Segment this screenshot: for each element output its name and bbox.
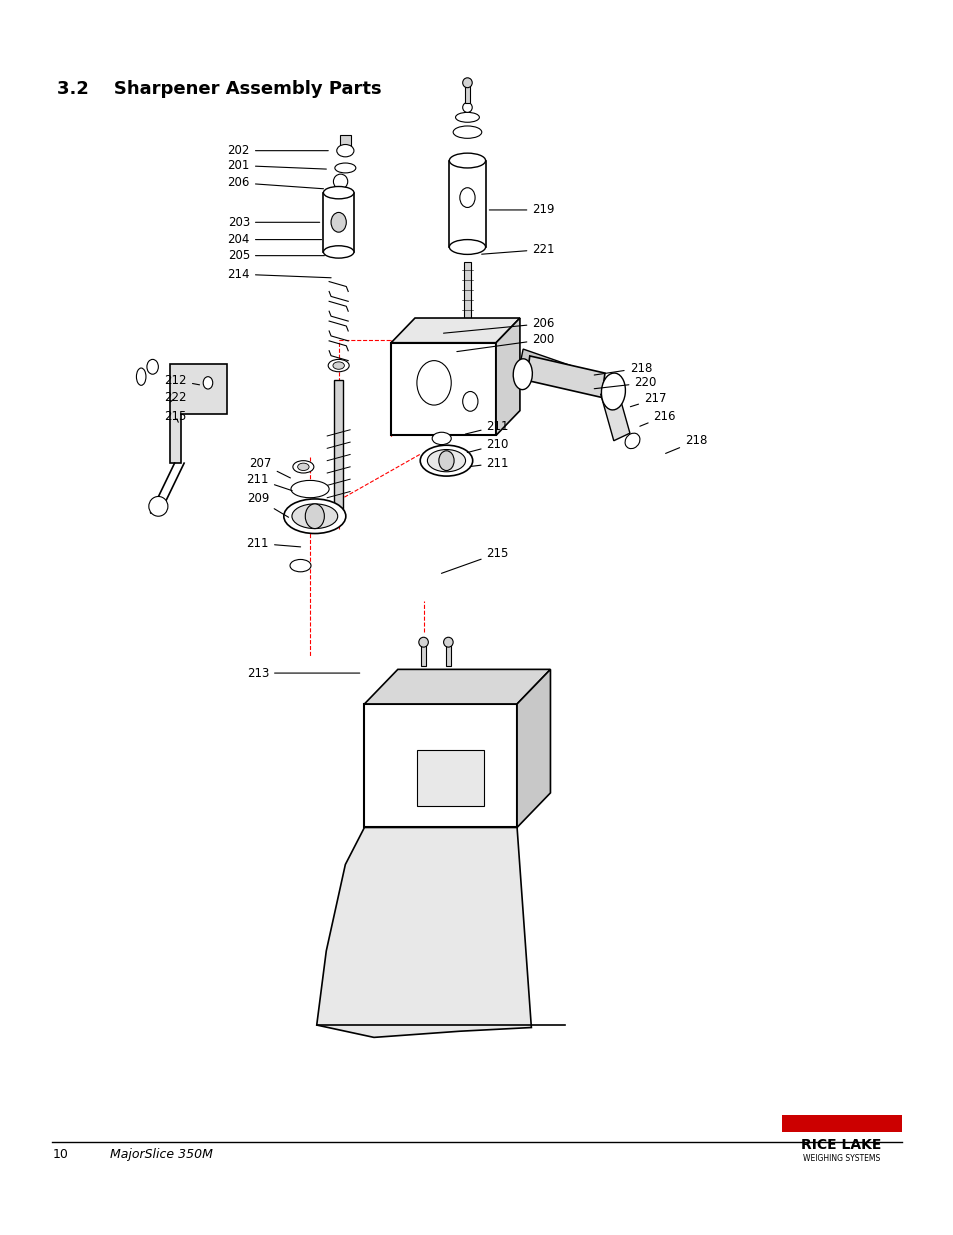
Text: 212: 212 xyxy=(164,374,199,387)
Text: 206: 206 xyxy=(228,177,323,189)
Text: MajorSlice 350M: MajorSlice 350M xyxy=(110,1149,213,1161)
Ellipse shape xyxy=(323,186,354,199)
Bar xyxy=(416,751,483,806)
Text: 219: 219 xyxy=(489,204,555,216)
Text: 200: 200 xyxy=(456,333,554,352)
Bar xyxy=(445,643,451,666)
Text: RICE LAKE: RICE LAKE xyxy=(801,1137,881,1152)
Text: 10: 10 xyxy=(52,1149,69,1161)
Bar xyxy=(464,83,470,103)
Ellipse shape xyxy=(292,504,337,529)
Bar xyxy=(518,350,574,384)
Circle shape xyxy=(459,188,475,207)
Ellipse shape xyxy=(149,496,168,516)
Circle shape xyxy=(438,451,454,471)
Ellipse shape xyxy=(624,433,639,448)
Bar xyxy=(463,262,471,379)
Ellipse shape xyxy=(323,246,354,258)
Ellipse shape xyxy=(284,499,345,534)
Text: 203: 203 xyxy=(228,216,319,228)
Bar xyxy=(420,643,426,666)
Text: WEIGHING SYSTEMS: WEIGHING SYSTEMS xyxy=(802,1153,879,1163)
Text: 214: 214 xyxy=(227,268,331,280)
Ellipse shape xyxy=(462,78,472,88)
Text: 3.2    Sharpener Assembly Parts: 3.2 Sharpener Assembly Parts xyxy=(57,80,381,99)
Circle shape xyxy=(416,361,451,405)
Text: 222: 222 xyxy=(164,391,187,404)
Ellipse shape xyxy=(462,103,472,112)
Ellipse shape xyxy=(291,480,329,498)
Text: 201: 201 xyxy=(228,159,326,172)
Text: 215: 215 xyxy=(441,547,508,573)
Text: 211: 211 xyxy=(470,457,509,469)
Text: 206: 206 xyxy=(443,317,554,333)
Ellipse shape xyxy=(335,163,355,173)
Bar xyxy=(600,387,629,441)
Bar xyxy=(364,704,517,827)
Ellipse shape xyxy=(432,432,451,445)
Bar xyxy=(526,356,604,398)
Circle shape xyxy=(331,212,346,232)
Circle shape xyxy=(462,391,477,411)
Circle shape xyxy=(203,377,213,389)
Polygon shape xyxy=(517,669,550,827)
Polygon shape xyxy=(496,317,519,435)
Text: 202: 202 xyxy=(228,144,328,157)
Bar xyxy=(334,380,343,516)
Bar xyxy=(323,193,354,252)
Ellipse shape xyxy=(443,637,453,647)
Ellipse shape xyxy=(449,153,485,168)
Text: 207: 207 xyxy=(250,457,290,478)
Text: 217: 217 xyxy=(630,393,666,406)
Ellipse shape xyxy=(290,559,311,572)
Text: 204: 204 xyxy=(228,233,321,246)
Text: 220: 220 xyxy=(594,377,656,389)
Polygon shape xyxy=(316,827,531,1037)
Bar xyxy=(339,135,351,147)
Ellipse shape xyxy=(455,112,478,122)
Ellipse shape xyxy=(328,359,349,372)
Bar xyxy=(391,342,496,435)
Circle shape xyxy=(147,359,158,374)
Polygon shape xyxy=(364,669,550,704)
Text: 213: 213 xyxy=(247,667,359,679)
Polygon shape xyxy=(391,317,519,342)
Text: 218: 218 xyxy=(665,435,706,453)
Ellipse shape xyxy=(333,362,344,369)
Ellipse shape xyxy=(336,144,354,157)
Ellipse shape xyxy=(419,446,473,475)
Text: 218: 218 xyxy=(594,362,651,375)
Text: 210: 210 xyxy=(467,438,508,452)
Ellipse shape xyxy=(600,373,625,410)
Ellipse shape xyxy=(293,461,314,473)
Ellipse shape xyxy=(427,450,465,472)
Ellipse shape xyxy=(297,463,309,471)
Circle shape xyxy=(305,504,324,529)
Text: 205: 205 xyxy=(228,249,324,262)
Ellipse shape xyxy=(453,126,481,138)
Ellipse shape xyxy=(136,368,146,385)
Text: 209: 209 xyxy=(247,493,288,517)
Text: 211: 211 xyxy=(465,420,509,433)
Text: 215: 215 xyxy=(165,410,187,422)
Text: 211: 211 xyxy=(246,473,292,490)
Bar xyxy=(449,161,485,247)
Bar xyxy=(781,1115,901,1132)
Ellipse shape xyxy=(334,174,347,189)
Polygon shape xyxy=(170,364,227,463)
Ellipse shape xyxy=(513,359,532,389)
Ellipse shape xyxy=(449,240,485,254)
Text: 211: 211 xyxy=(246,537,300,550)
Text: 221: 221 xyxy=(481,243,555,256)
Text: 216: 216 xyxy=(639,410,676,426)
Ellipse shape xyxy=(418,637,428,647)
